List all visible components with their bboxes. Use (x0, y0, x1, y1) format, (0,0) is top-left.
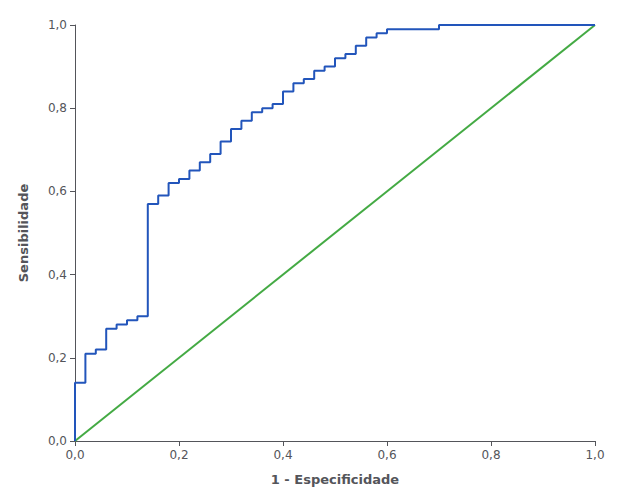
svg-text:1 - Especificidade: 1 - Especificidade (271, 472, 400, 487)
svg-text:0,6: 0,6 (377, 448, 396, 462)
svg-text:0,0: 0,0 (65, 448, 84, 462)
svg-text:0,0: 0,0 (48, 434, 67, 448)
svg-text:0,4: 0,4 (48, 268, 67, 282)
svg-text:0,6: 0,6 (48, 184, 67, 198)
svg-text:1,0: 1,0 (585, 448, 604, 462)
svg-text:Sensibilidade: Sensibilidade (16, 184, 31, 283)
svg-text:1,0: 1,0 (48, 18, 67, 32)
svg-text:0,8: 0,8 (48, 101, 67, 115)
svg-text:0,4: 0,4 (273, 448, 292, 462)
svg-text:0,2: 0,2 (169, 448, 188, 462)
svg-text:0,2: 0,2 (48, 351, 67, 365)
svg-text:0,8: 0,8 (481, 448, 500, 462)
